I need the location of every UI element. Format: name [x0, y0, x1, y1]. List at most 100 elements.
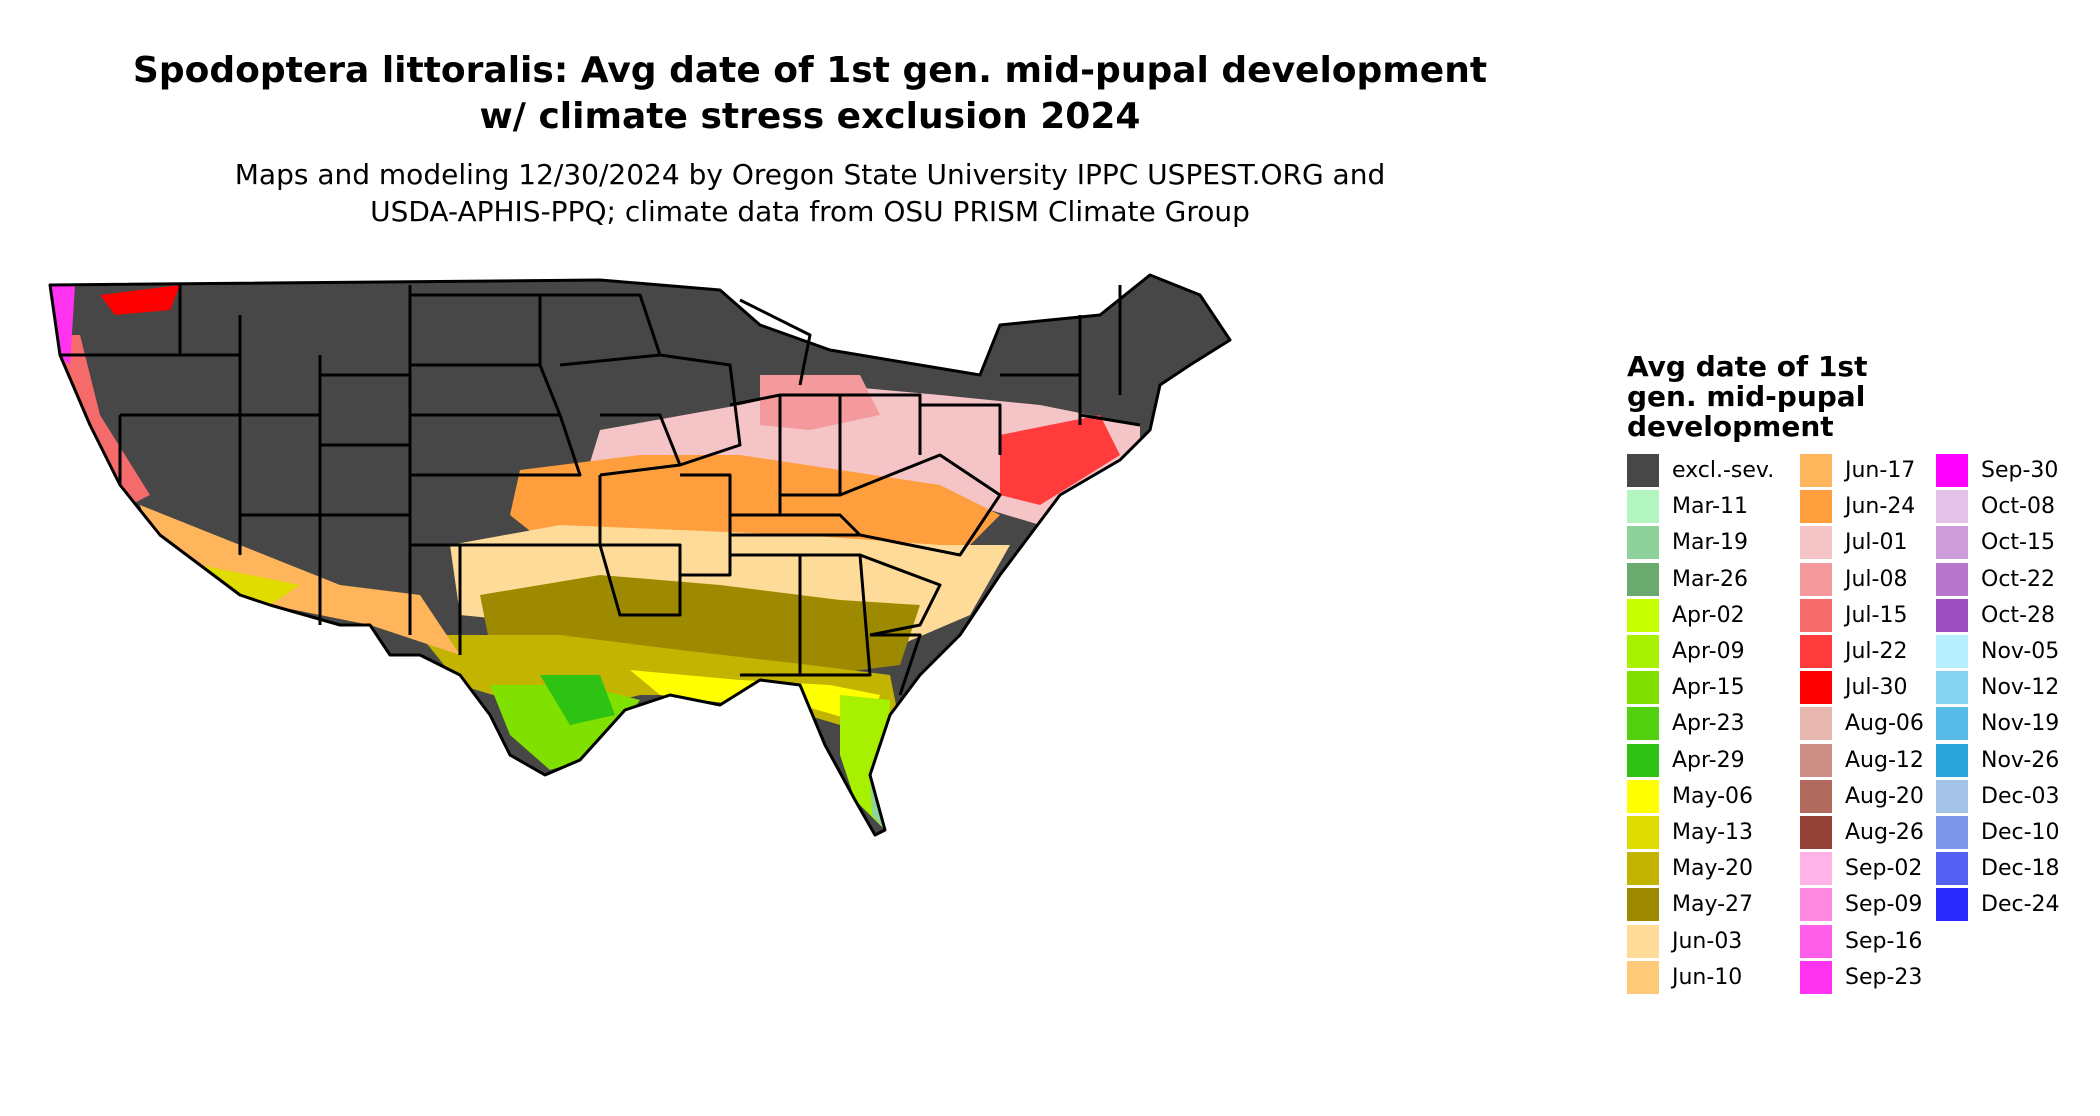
legend-swatch [1936, 454, 1968, 487]
legend-title: Avg date of 1st gen. mid-pupal developme… [1627, 352, 1927, 442]
legend-swatch [1627, 852, 1659, 885]
map-subtitle-line-1: Maps and modeling 12/30/2024 by Oregon S… [234, 158, 1386, 191]
legend-swatch [1627, 490, 1659, 523]
legend-label: excl.-sev. [1672, 458, 1775, 483]
map-title-line-1: Spodoptera littoralis: Avg date of 1st g… [132, 50, 1488, 91]
zone-idaho [100, 285, 180, 315]
legend-label: Nov-12 [1981, 675, 2060, 700]
legend-swatch [1627, 816, 1659, 849]
legend-swatch [1800, 599, 1832, 632]
legend-label: Aug-26 [1845, 820, 1924, 845]
legend-swatch [1800, 563, 1832, 596]
legend-swatch [1800, 526, 1832, 559]
legend-label: Apr-23 [1672, 711, 1745, 736]
legend-label: Apr-02 [1672, 603, 1745, 628]
legend-swatch [1936, 707, 1968, 740]
state-borders [48, 273, 1232, 837]
map-subtitle-line-2: USDA-APHIS-PPQ; climate data from OSU PR… [370, 195, 1250, 228]
legend-swatch [1627, 707, 1659, 740]
legend-swatch [1800, 454, 1832, 487]
legend-swatch [1936, 490, 1968, 523]
legend-label: Nov-19 [1981, 711, 2060, 736]
legend-swatch [1936, 635, 1968, 668]
legend-label: Oct-15 [1981, 530, 2055, 555]
legend-label: Apr-29 [1672, 748, 1745, 773]
legend-swatch [1627, 925, 1659, 958]
legend-swatch [1936, 780, 1968, 813]
us-map [48, 273, 1232, 837]
legend-swatch [1800, 635, 1832, 668]
legend-label: Aug-20 [1845, 784, 1924, 809]
legend-swatch [1936, 744, 1968, 777]
legend-label: Apr-09 [1672, 639, 1745, 664]
legend-swatch [1627, 671, 1659, 704]
legend-label: May-27 [1672, 892, 1754, 917]
legend-swatch [1936, 852, 1968, 885]
legend-label: Jul-15 [1845, 603, 1908, 628]
legend-label: Jun-17 [1845, 458, 1916, 483]
legend-label: Oct-08 [1981, 494, 2055, 519]
legend-label: Nov-05 [1981, 639, 2060, 664]
legend-label: Jun-03 [1672, 929, 1743, 954]
legend-swatch [1800, 888, 1832, 921]
legend-swatch [1627, 888, 1659, 921]
legend-label: Apr-15 [1672, 675, 1745, 700]
legend-swatch [1800, 490, 1832, 523]
legend-label: Mar-11 [1672, 494, 1749, 519]
zone-west-coast-outer [50, 285, 75, 365]
map-title-line-2: w/ climate stress exclusion 2024 [479, 96, 1141, 137]
legend-title-line-3: development [1627, 410, 1834, 443]
legend-swatch [1936, 888, 1968, 921]
legend-swatch [1800, 707, 1832, 740]
zone-west-coast [55, 335, 150, 505]
legend-swatch [1627, 961, 1659, 994]
zone-southwest [140, 505, 460, 655]
legend-label: Sep-09 [1845, 892, 1923, 917]
legend-label: Sep-16 [1845, 929, 1923, 954]
legend-swatch [1800, 671, 1832, 704]
legend-label: Jul-01 [1845, 530, 1908, 555]
legend-label: Jun-10 [1672, 965, 1743, 990]
legend-label: Aug-12 [1845, 748, 1924, 773]
zone-jul-mid [760, 375, 880, 430]
legend-label: Sep-23 [1845, 965, 1923, 990]
legend-title-line-2: gen. mid-pupal [1627, 380, 1866, 413]
zone-apr-late [540, 675, 615, 725]
legend-swatch [1936, 671, 1968, 704]
legend-label: Jul-22 [1845, 639, 1908, 664]
zone-lake-erie [910, 345, 970, 365]
legend-swatch [1800, 961, 1832, 994]
map-title: Spodoptera littoralis: Avg date of 1st g… [0, 48, 1620, 140]
legend-swatch [1936, 816, 1968, 849]
zone-northeast-coast [1000, 415, 1120, 505]
legend-title-line-1: Avg date of 1st [1627, 350, 1868, 383]
legend-swatch [1627, 780, 1659, 813]
legend-label: Jul-08 [1845, 567, 1908, 592]
legend-swatch [1936, 599, 1968, 632]
legend-label: May-20 [1672, 856, 1754, 881]
legend-label: Dec-24 [1981, 892, 2060, 917]
legend-label: Mar-19 [1672, 530, 1749, 555]
legend-swatch [1800, 816, 1832, 849]
legend-label: Jul-30 [1845, 675, 1908, 700]
legend-label: Sep-30 [1981, 458, 2059, 483]
legend-label: Mar-26 [1672, 567, 1749, 592]
legend-label: Nov-26 [1981, 748, 2060, 773]
legend-swatch [1800, 744, 1832, 777]
legend-swatch [1627, 454, 1659, 487]
legend-swatch [1627, 563, 1659, 596]
legend-label: Aug-06 [1845, 711, 1924, 736]
legend-swatch [1800, 852, 1832, 885]
zone-arizona-desert [200, 565, 300, 605]
legend-label: May-13 [1672, 820, 1754, 845]
legend-swatch [1627, 526, 1659, 559]
legend-label: Dec-10 [1981, 820, 2060, 845]
legend-swatch [1627, 635, 1659, 668]
legend-swatch [1936, 563, 1968, 596]
legend-label: Sep-02 [1845, 856, 1923, 881]
legend-swatch [1800, 780, 1832, 813]
legend-label: Oct-22 [1981, 567, 2055, 592]
legend-label: Oct-28 [1981, 603, 2055, 628]
legend-label: Jun-24 [1845, 494, 1916, 519]
legend-swatch [1627, 599, 1659, 632]
